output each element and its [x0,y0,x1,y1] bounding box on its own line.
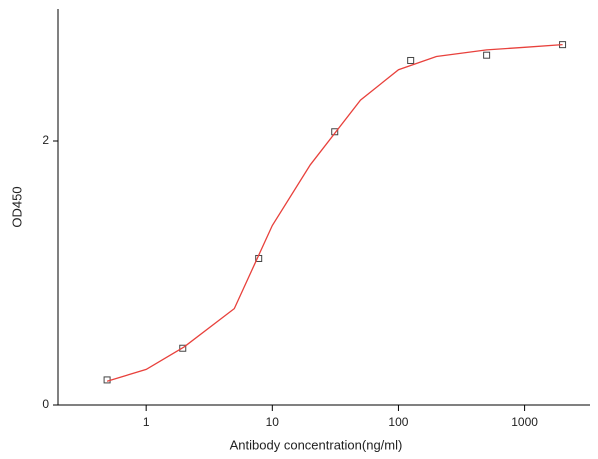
x-tick-label: 1 [143,415,150,429]
y-tick-label: 0 [42,397,49,411]
x-tick-label: 10 [266,415,280,429]
x-tick-label: 100 [388,415,408,429]
y-axis-title: OD450 [9,186,24,227]
y-tick-label: 2 [42,133,49,147]
data-point [407,56,415,64]
x-axis-title: Antibody concentration(ng/ml) [230,437,403,452]
x-tick-label: 1000 [511,415,538,429]
fit-curve [106,43,563,382]
data-point [331,128,339,136]
data-point [483,51,491,59]
